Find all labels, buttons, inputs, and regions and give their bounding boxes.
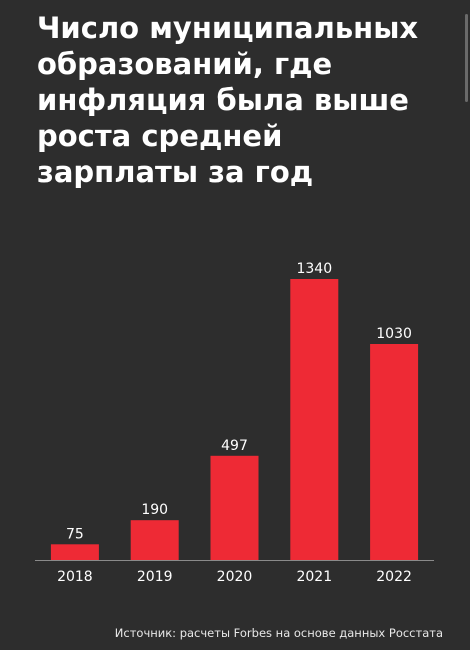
value-label-2022: 1030 (376, 326, 412, 342)
x-tick-label-2022: 2022 (376, 569, 412, 585)
x-tick-label-2021: 2021 (296, 569, 332, 585)
bars-group (50, 279, 419, 560)
value-label-2019: 190 (141, 502, 168, 518)
bar-2019 (130, 520, 179, 560)
value-label-2020: 497 (221, 438, 248, 454)
value-label-2018: 75 (66, 526, 84, 542)
scrollbar[interactable] (465, 14, 468, 102)
x-tick-label-2020: 2020 (217, 569, 253, 585)
x-tick-label-2018: 2018 (57, 569, 93, 585)
bar-2021 (290, 279, 339, 560)
bar-2022 (370, 344, 419, 560)
source-note: Источник: расчеты Forbes на основе данны… (114, 626, 443, 640)
chart-title: Число муниципальных образований, где инф… (37, 11, 419, 189)
bar-2020 (210, 455, 259, 560)
value-label-2021: 1340 (296, 261, 332, 277)
x-tick-label-2019: 2019 (137, 569, 173, 585)
value-labels-group: 75 190 497 1340 1030 (66, 261, 412, 542)
x-tick-labels-group: 2018 2019 2020 2021 2022 (57, 569, 412, 585)
bar-2018 (50, 544, 99, 560)
